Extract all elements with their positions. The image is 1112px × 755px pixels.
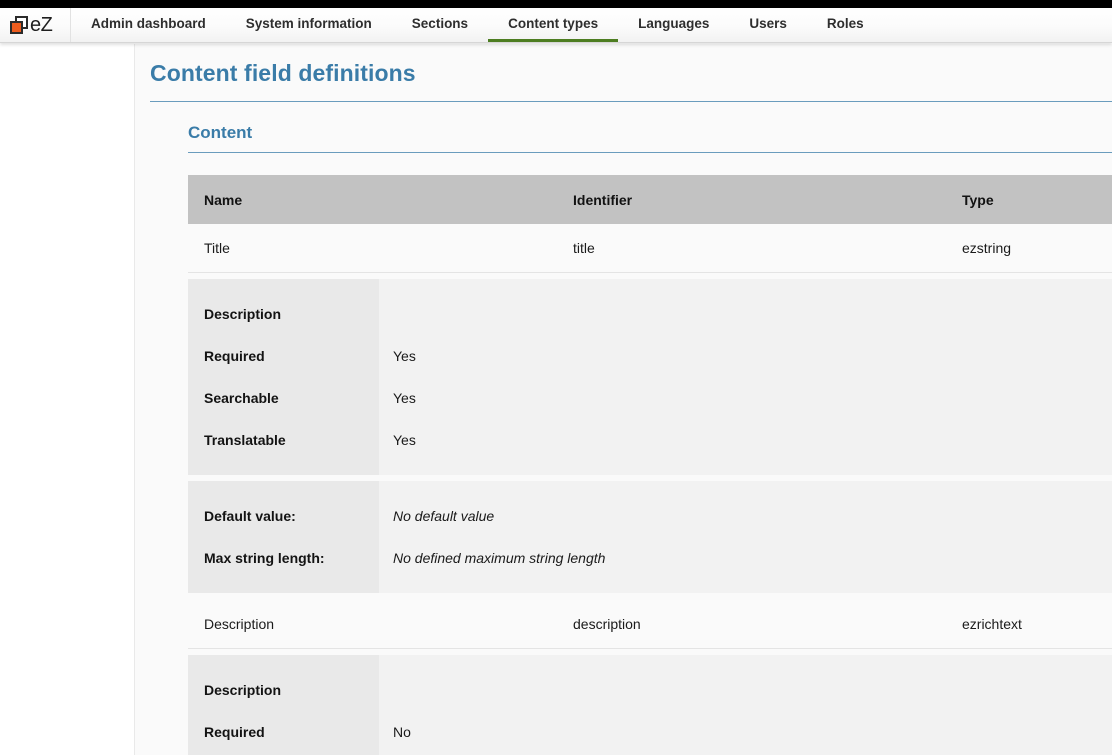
field-attribute-values: Yes Yes Yes (379, 279, 1112, 475)
nav-item-label: Sections (411, 16, 469, 31)
main-navigation-bar: eZ Admin dashboard System information Se… (0, 8, 1112, 43)
attribute-value (393, 669, 1112, 711)
field-type: ezstring (962, 240, 1012, 256)
attribute-value: Yes (393, 348, 416, 364)
table-header-row: Name Identifier Type (188, 175, 1112, 224)
field-parameter-labels: Default value: Max string length: (188, 481, 379, 593)
ez-logo-icon (10, 16, 28, 34)
nav-item-users[interactable]: Users (729, 8, 807, 42)
left-sidebar (0, 44, 135, 755)
attribute-label: Searchable (204, 390, 279, 406)
nav-item-roles[interactable]: Roles (807, 8, 884, 42)
brand-label: eZ (30, 14, 53, 36)
attribute-label: Translatable (204, 432, 286, 448)
field-attributes-block: Description Required Searchable Translat… (188, 279, 1112, 475)
parameter-label: Default value: (204, 508, 296, 524)
field-parameters-block: Default value: Max string length: No def… (188, 481, 1112, 593)
table-row[interactable]: Title title ezstring (188, 224, 1112, 273)
field-identifier: title (573, 240, 595, 256)
attribute-value: No (393, 724, 411, 740)
parameter-label: Max string length: (204, 550, 325, 566)
page-title: Content field definitions (150, 60, 416, 86)
table-row[interactable]: Description description ezrichtext (188, 600, 1112, 649)
nav-item-content-types[interactable]: Content types (488, 8, 619, 42)
attribute-label: Description (204, 306, 282, 322)
field-parameter-values: No default value No defined maximum stri… (379, 481, 1112, 593)
field-type: ezrichtext (962, 616, 1022, 632)
section-divider (188, 152, 1112, 153)
nav-item-label: Admin dashboard (91, 16, 206, 31)
nav-item-label: System information (245, 16, 372, 31)
nav-item-label: Languages (638, 16, 710, 31)
field-attributes-block: Description Required Searchable No Yes (188, 655, 1112, 755)
nav-item-label: Content types (508, 16, 599, 31)
attribute-label: Required (204, 348, 265, 364)
column-header-type: Type (962, 191, 994, 208)
parameter-value: No default value (393, 508, 495, 524)
nav-item-languages[interactable]: Languages (618, 8, 729, 42)
column-header-name: Name (204, 191, 243, 208)
nav-item-label: Roles (826, 16, 864, 31)
attribute-value (393, 293, 1112, 335)
main-content-area: Content field definitions Content Name I… (135, 44, 1112, 755)
section-title: Content (188, 123, 253, 142)
field-name: Title (204, 240, 230, 256)
parameter-value: No defined maximum string length (393, 550, 606, 566)
attribute-label: Description (204, 682, 282, 698)
field-definitions-table: Name Identifier Type Title title ezstrin… (188, 175, 1112, 755)
nav-item-admin-dashboard[interactable]: Admin dashboard (71, 8, 226, 42)
attribute-value: Yes (393, 390, 416, 406)
attribute-value: Yes (393, 432, 416, 448)
nav-item-label: Users (749, 16, 787, 31)
field-identifier: description (573, 616, 641, 632)
page-title-divider (150, 101, 1112, 102)
field-attribute-values: No Yes (379, 655, 1112, 755)
nav-item-sections[interactable]: Sections (392, 8, 488, 42)
column-header-identifier: Identifier (573, 191, 633, 208)
field-attribute-labels: Description Required Searchable Translat… (188, 279, 379, 475)
top-black-strip (0, 0, 1112, 8)
nav-items: Admin dashboard System information Secti… (71, 8, 884, 42)
attribute-label: Required (204, 724, 265, 740)
block-spacer (188, 593, 1112, 600)
field-attribute-labels: Description Required Searchable (188, 655, 379, 755)
field-name: Description (204, 616, 275, 632)
nav-item-system-information[interactable]: System information (226, 8, 392, 42)
brand-logo[interactable]: eZ (0, 8, 71, 42)
content-section: Content Name Identifier Type Title title… (135, 102, 1112, 755)
